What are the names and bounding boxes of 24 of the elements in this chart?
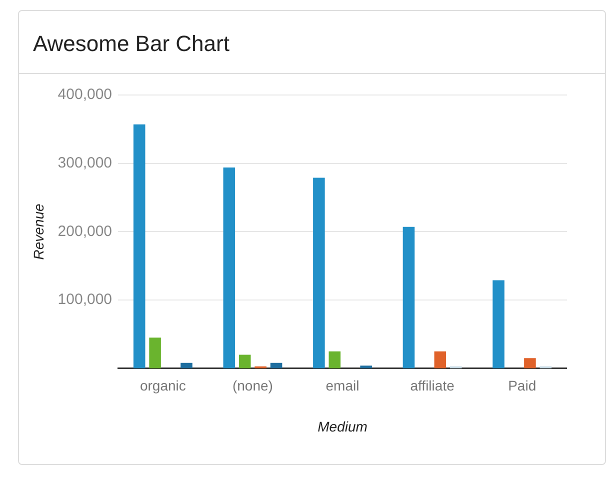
bar <box>402 226 415 368</box>
bar <box>434 351 446 368</box>
bar <box>149 338 161 368</box>
x-tick-label: organic <box>140 378 186 394</box>
bar <box>238 354 251 368</box>
chart-title: Awesome Bar Chart <box>19 11 605 74</box>
y-tick-label: 400,000 <box>58 86 112 104</box>
y-tick-label: 300,000 <box>58 154 112 172</box>
bar <box>360 366 372 368</box>
y-axis-title: Revenue <box>30 203 46 260</box>
x-tick-label: email <box>326 378 360 394</box>
bar <box>223 167 236 368</box>
x-tick-label: (none) <box>232 378 273 394</box>
bar <box>524 358 536 368</box>
bar <box>313 178 325 368</box>
bar <box>180 362 192 368</box>
y-tick-label: 100,000 <box>58 291 112 308</box>
bar <box>328 351 341 368</box>
bar <box>492 280 504 368</box>
x-axis-title: Medium <box>318 418 368 434</box>
x-tick-label: affiliate <box>410 378 455 394</box>
x-tick-label: Paid <box>508 378 536 394</box>
y-tick-label: 200,000 <box>58 222 112 240</box>
bar <box>133 124 146 368</box>
